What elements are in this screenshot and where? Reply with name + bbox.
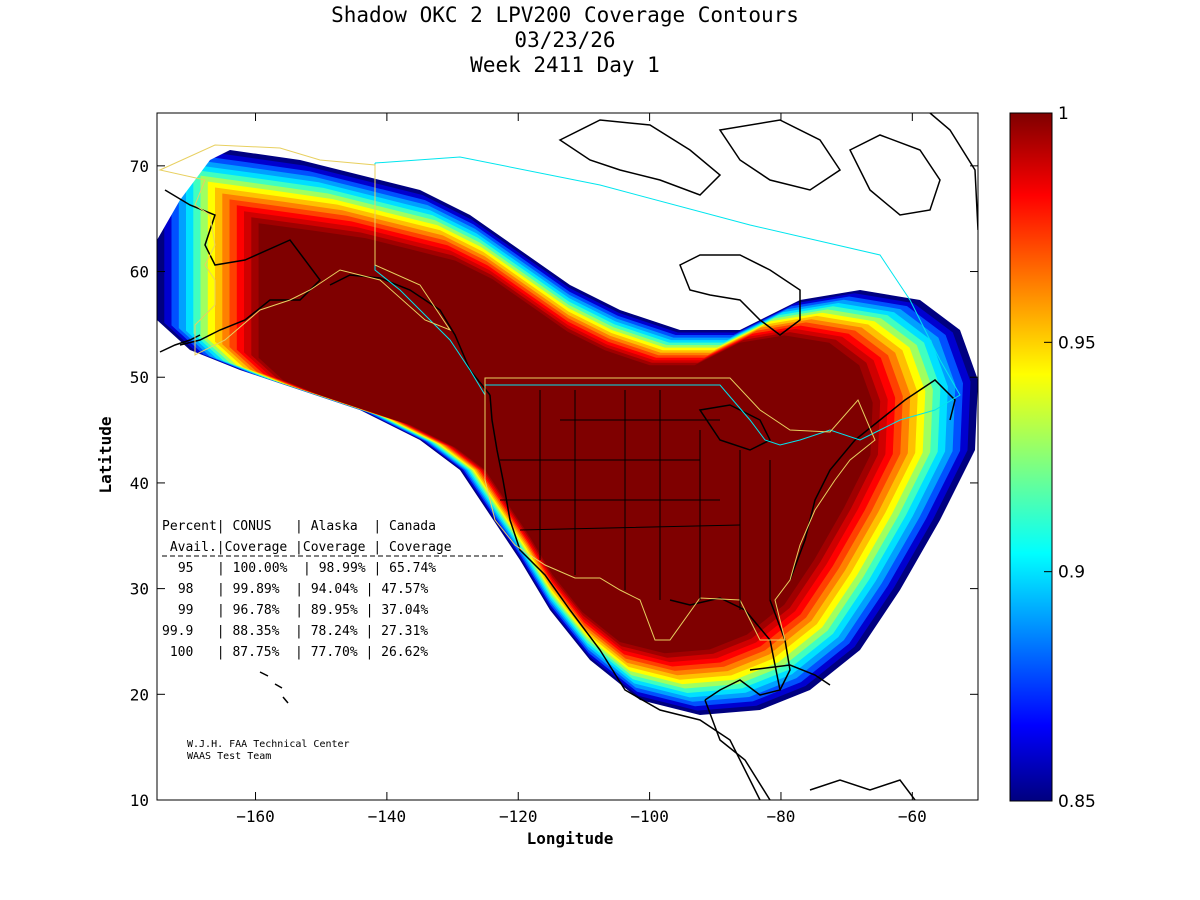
chart-title-week: Week 2411 Day 1 <box>470 53 660 77</box>
colorbar: 1 0.95 0.9 0.85 <box>1009 104 1096 812</box>
y-tick-label: 30 <box>130 580 149 599</box>
x-tick-label: −80 <box>767 807 796 826</box>
credit-line2: WAAS Test Team <box>187 751 271 762</box>
credit-line1: W.J.H. FAA Technical Center <box>187 739 350 750</box>
y-axis-label: Latitude <box>96 416 115 493</box>
table-row: 100 | 87.75% | 77.70% | 26.62% <box>162 645 428 660</box>
chart-title-line1: Shadow OKC 2 LPV200 Coverage Contours <box>331 3 799 27</box>
colorbar-tick-label: 0.95 <box>1058 333 1096 353</box>
y-tick-label: 40 <box>130 474 149 493</box>
coastlines <box>159 113 978 800</box>
colorbar-tick-label: 0.85 <box>1058 792 1096 812</box>
x-axis-label: Longitude <box>527 829 614 848</box>
coverage-table: Percent| CONUS | Alaska | Canada Avail.|… <box>162 519 505 660</box>
colorbar-gradient <box>1009 112 1053 802</box>
table-header-row1: Percent| CONUS | Alaska | Canada <box>162 519 436 534</box>
coverage-contours <box>157 113 978 800</box>
table-row: 99.9 | 88.35% | 78.24% | 27.31% <box>162 624 428 639</box>
x-tick-label: −60 <box>898 807 927 826</box>
x-tick-label: −160 <box>236 807 275 826</box>
x-tick-label: −120 <box>499 807 538 826</box>
region-borders <box>158 144 961 641</box>
y-tick-label: 50 <box>130 368 149 387</box>
colorbar-tick-label: 0.9 <box>1058 563 1085 583</box>
chart-title-date: 03/23/26 <box>514 28 616 52</box>
colorbar-tick-label: 1 <box>1058 104 1069 124</box>
y-tick-label: 60 <box>130 263 149 282</box>
x-tick-label: −100 <box>630 807 669 826</box>
x-tick-label: −140 <box>368 807 407 826</box>
table-header-row2: Avail.|Coverage |Coverage | Coverage <box>162 540 452 555</box>
axis-ticks: −160 −140 −120 −100 −80 −60 10 20 30 40 50 60 70 <box>130 113 978 826</box>
table-row: 99 | 96.78% | 89.95% | 37.04% <box>170 603 428 618</box>
y-tick-label: 10 <box>130 791 149 810</box>
plot-frame <box>156 112 979 801</box>
y-tick-label: 20 <box>130 685 149 704</box>
y-tick-label: 70 <box>130 157 149 176</box>
table-row: 95 | 100.00% | 98.99% | 65.74% <box>170 561 436 576</box>
contour-band <box>258 223 873 654</box>
table-row: 98 | 99.89% | 94.04% | 47.57% <box>170 582 428 597</box>
